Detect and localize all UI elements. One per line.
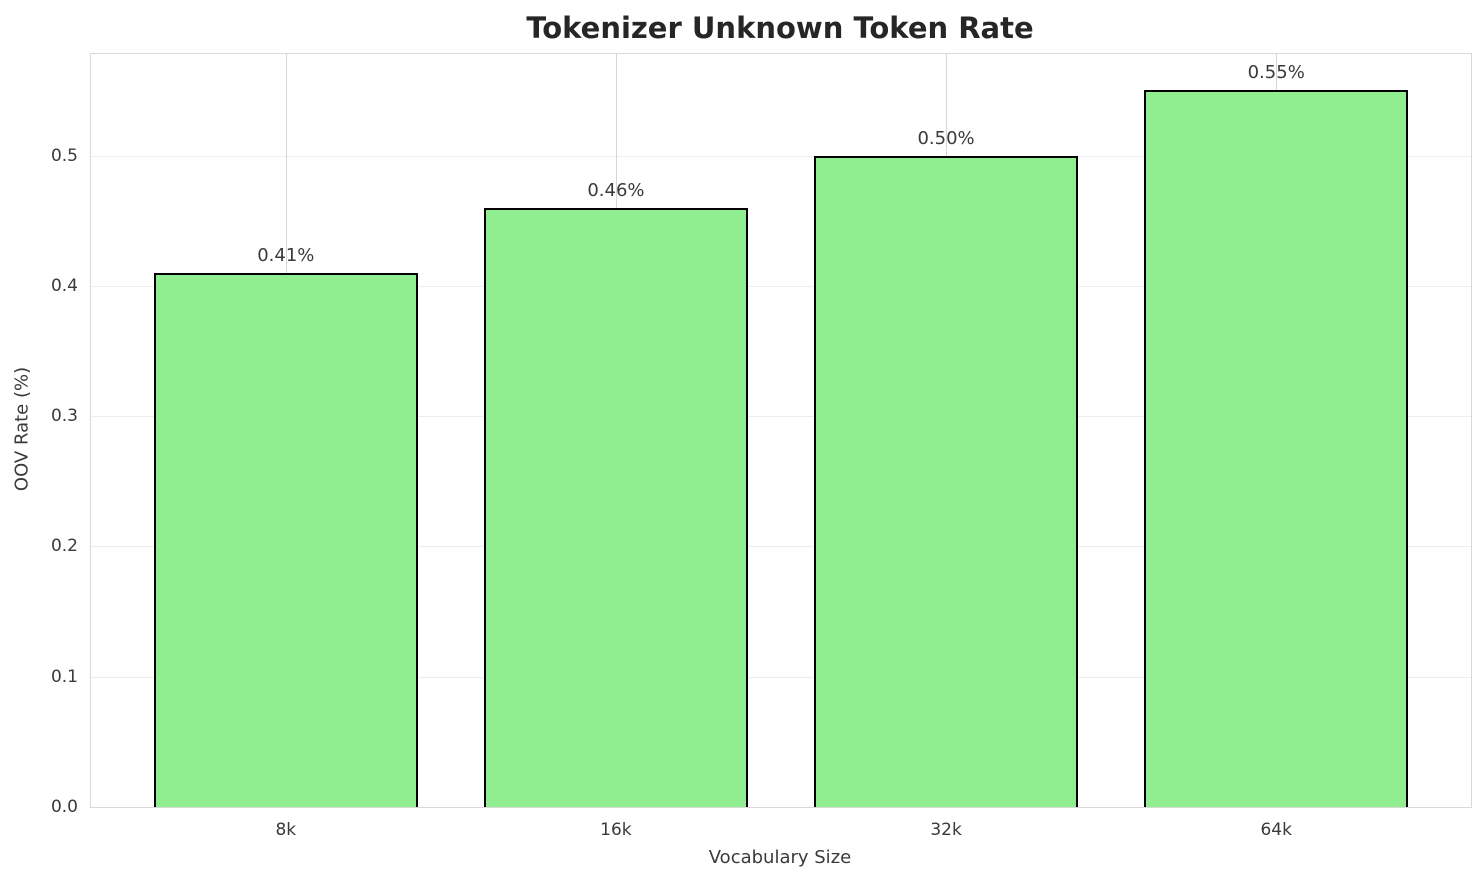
h-gridline bbox=[91, 155, 1471, 157]
plot-area: 0.41% 0.46% 0.50% 0.55% bbox=[90, 53, 1472, 808]
chart-title: Tokenizer Unknown Token Rate bbox=[526, 11, 1034, 45]
h-gridline bbox=[91, 416, 1471, 418]
y-tick-label: 0.5 bbox=[50, 145, 78, 166]
bar bbox=[483, 207, 748, 807]
bar bbox=[153, 272, 418, 807]
x-tick-label: 32k bbox=[930, 820, 962, 840]
bar bbox=[1144, 90, 1409, 807]
y-tick-label: 0.1 bbox=[50, 666, 78, 687]
bar-value-label: 0.46% bbox=[587, 179, 645, 201]
y-tick-label: 0.4 bbox=[50, 275, 78, 296]
x-tick-label: 64k bbox=[1260, 820, 1292, 840]
y-tick-label: 0.0 bbox=[50, 797, 78, 817]
bar bbox=[814, 155, 1079, 807]
h-gridline bbox=[91, 676, 1471, 678]
y-tick-label: 0.2 bbox=[50, 536, 78, 557]
h-gridline bbox=[91, 285, 1471, 287]
bar-value-label: 0.55% bbox=[1247, 62, 1305, 84]
h-gridline bbox=[91, 546, 1471, 548]
x-tick-label: 16k bbox=[600, 820, 632, 840]
x-axis-label: Vocabulary Size bbox=[708, 847, 852, 868]
y-axis-label: OOV Rate (%) bbox=[11, 366, 33, 492]
bar-value-label: 0.41% bbox=[257, 244, 315, 266]
bar-value-label: 0.50% bbox=[917, 127, 975, 149]
x-tick-label: 8k bbox=[275, 820, 297, 840]
y-tick-label: 0.3 bbox=[50, 406, 78, 427]
